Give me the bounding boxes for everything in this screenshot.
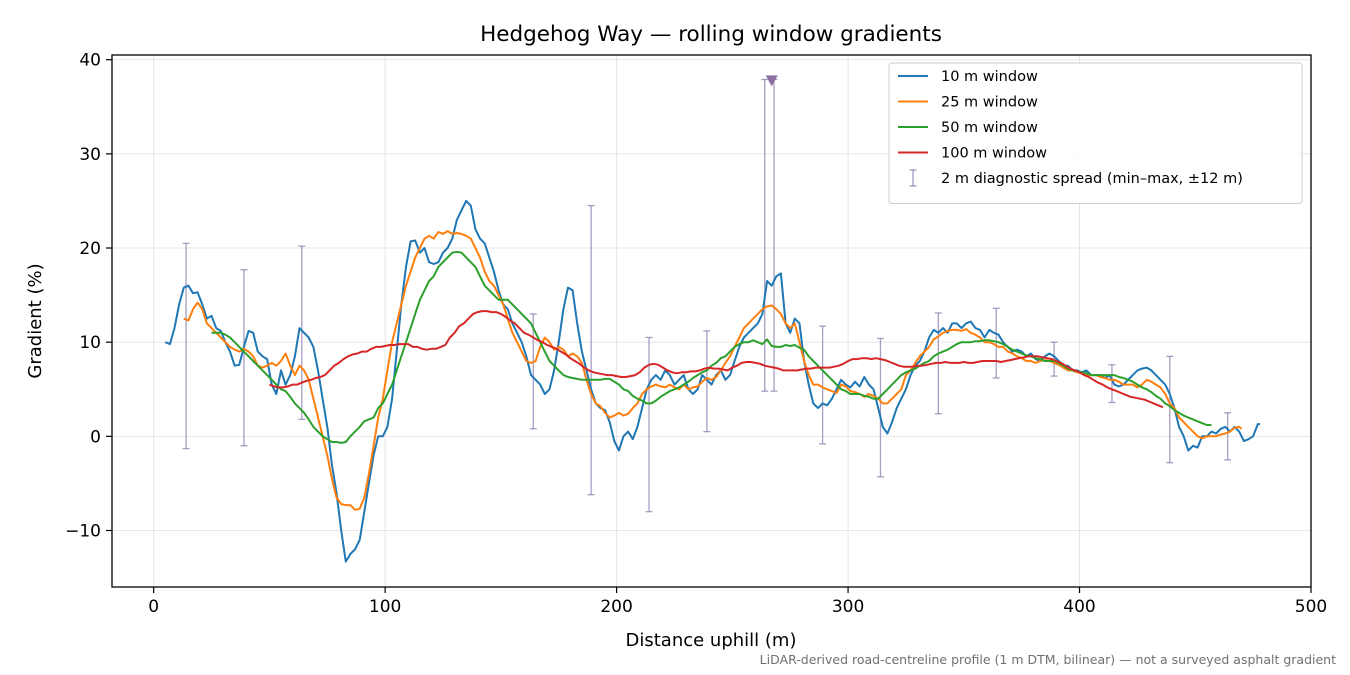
tick-layer: 0 100 200 300 400 500 −10 0 10 20 30 40 — [65, 51, 1327, 617]
errorbar — [703, 330, 711, 433]
series-line-3 — [211, 250, 1212, 444]
series-layer — [164, 199, 1261, 563]
legend: 10 m window 25 m window 50 m window 100 m w… — [888, 62, 1303, 204]
x-tick-label: 300 — [832, 597, 864, 617]
legend-label-errorbar: 2 m diagnostic spread (min–max, ±12 m) — [941, 171, 1243, 187]
x-tick-label: 500 — [1295, 597, 1327, 617]
legend-swatch-errorbar — [909, 169, 917, 187]
chart-title: Hedgehog Way — rolling window gradients — [480, 22, 942, 47]
y-tick-label: −10 — [65, 522, 101, 542]
errorbar — [587, 205, 595, 496]
errorbar-layer — [182, 78, 1232, 513]
marker-layer — [765, 75, 778, 87]
footnote: LiDAR-derived road-centreline profile (1… — [760, 652, 1336, 667]
x-axis-label: Distance uphill (m) — [626, 630, 797, 651]
legend-label: 50 m window — [941, 120, 1038, 136]
legend-label: 25 m window — [941, 95, 1038, 111]
errorbar — [645, 336, 653, 513]
errorbar — [1166, 355, 1174, 464]
series-line-2 — [183, 230, 1243, 511]
x-tick-label: 0 — [148, 597, 159, 617]
errorbar — [819, 325, 827, 445]
clipped-triangle-marker — [765, 75, 778, 87]
y-tick-label: 30 — [79, 145, 101, 165]
y-tick-label: 10 — [79, 333, 101, 353]
legend-label: 100 m window — [941, 146, 1047, 162]
y-tick-label: 40 — [79, 51, 101, 71]
y-tick-label: 20 — [79, 239, 101, 259]
errorbar — [529, 313, 537, 430]
errorbar — [876, 337, 884, 478]
x-tick-label: 100 — [369, 597, 401, 617]
x-tick-label: 400 — [1063, 597, 1095, 617]
y-tick-label: 0 — [90, 427, 101, 447]
errorbar — [761, 78, 769, 392]
x-tick-label: 200 — [600, 597, 632, 617]
errorbar — [240, 269, 248, 447]
y-axis-label: Gradient (%) — [25, 263, 46, 378]
series-line-4 — [269, 310, 1164, 409]
errorbar — [1108, 364, 1116, 404]
errorbar — [298, 245, 306, 421]
errorbar — [1224, 412, 1232, 461]
legend-box — [888, 62, 1303, 204]
legend-label: 10 m window — [941, 69, 1038, 85]
errorbar — [992, 307, 1000, 379]
plot-area-frame — [111, 54, 1312, 588]
errorbar — [182, 242, 190, 450]
